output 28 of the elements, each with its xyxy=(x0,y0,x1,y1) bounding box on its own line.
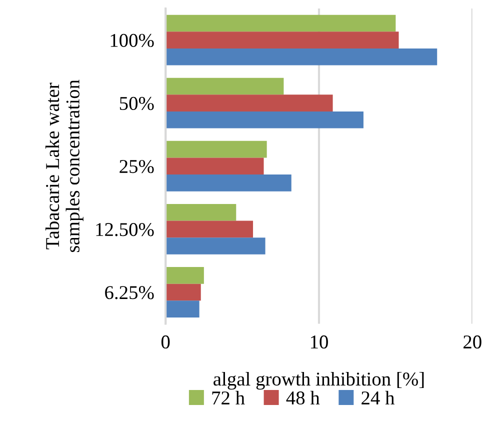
bar xyxy=(166,14,396,32)
bar xyxy=(166,174,292,192)
bar xyxy=(166,48,438,66)
y-tick-label: 100% xyxy=(110,34,154,48)
bar xyxy=(166,300,200,318)
bar xyxy=(166,267,204,284)
bar xyxy=(166,94,333,112)
bar xyxy=(166,284,201,301)
x-tick-label: 0 xyxy=(161,335,170,349)
x-tick-label: 10 xyxy=(310,335,328,349)
y-tick-label: 25% xyxy=(120,160,154,174)
y-axis-title: Tabacarie Lake water samples concentration xyxy=(45,80,84,252)
legend-label: 48 h xyxy=(286,390,320,405)
y-tick-label: 6.25% xyxy=(105,286,154,300)
bar xyxy=(166,204,236,221)
bar xyxy=(166,140,267,158)
x-axis-title: algal growth inhibition [%] xyxy=(214,372,424,390)
x-tick-label: 20 xyxy=(464,335,482,349)
y-tick-label: 12.50% xyxy=(96,223,154,236)
bar xyxy=(166,220,254,238)
legend-label: 72 h xyxy=(212,390,245,404)
y-tick-label: 50% xyxy=(120,96,154,110)
bar xyxy=(166,158,264,175)
bar xyxy=(166,78,284,95)
bar xyxy=(166,112,364,128)
bar xyxy=(166,238,266,254)
legend-label: 24 h xyxy=(362,390,395,404)
bar xyxy=(166,32,399,48)
